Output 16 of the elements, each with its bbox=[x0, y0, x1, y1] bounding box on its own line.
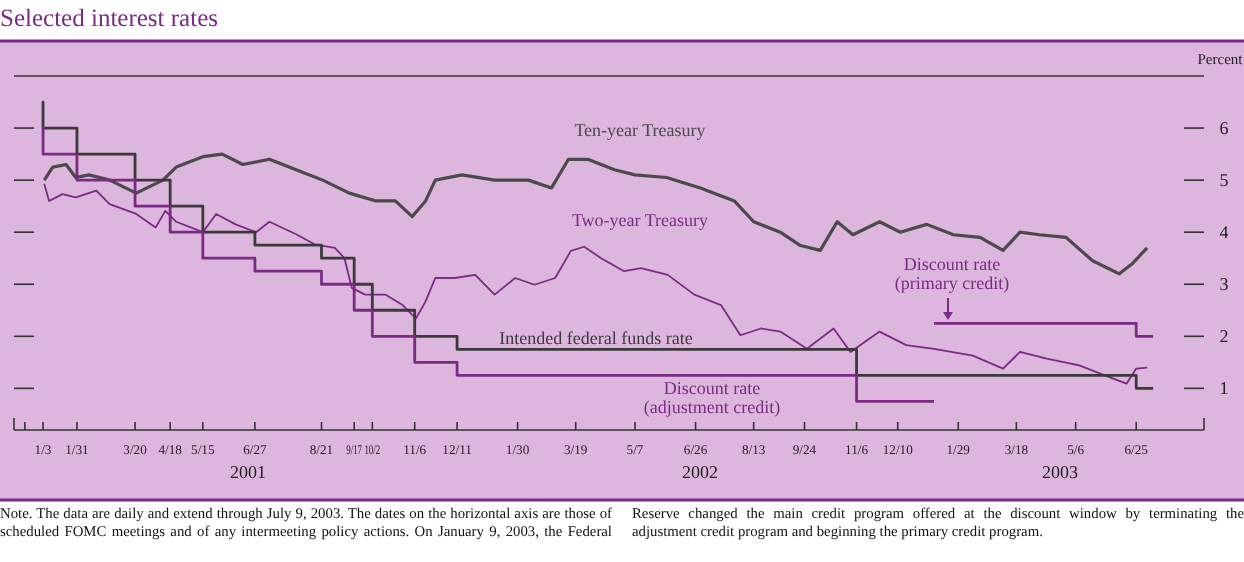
series-label: Ten-year Treasury bbox=[574, 120, 707, 140]
y-tick-label: 6 bbox=[1219, 118, 1230, 139]
y-tick-label: 5 bbox=[1219, 170, 1230, 191]
series-label: Discount rate (adjustment credit) bbox=[643, 378, 781, 417]
text: 2002 bbox=[682, 462, 718, 482]
y-tick-label: 4 bbox=[1219, 222, 1230, 243]
y-tick-label: 3 bbox=[1219, 274, 1230, 295]
series-label: Discount rate (primary credit) bbox=[894, 254, 1010, 293]
series-label: Two-year Treasury bbox=[571, 210, 710, 230]
text: 2001 bbox=[230, 462, 266, 482]
text: 2003 bbox=[1042, 462, 1079, 482]
y-tick-label: 1 bbox=[1219, 378, 1229, 399]
line-series bbox=[42, 152, 1149, 276]
y-tick-label: 2 bbox=[1219, 326, 1229, 347]
chart-title: Selected interest rates bbox=[0, 4, 219, 32]
series-label: Intended federal funds rate bbox=[499, 328, 693, 348]
